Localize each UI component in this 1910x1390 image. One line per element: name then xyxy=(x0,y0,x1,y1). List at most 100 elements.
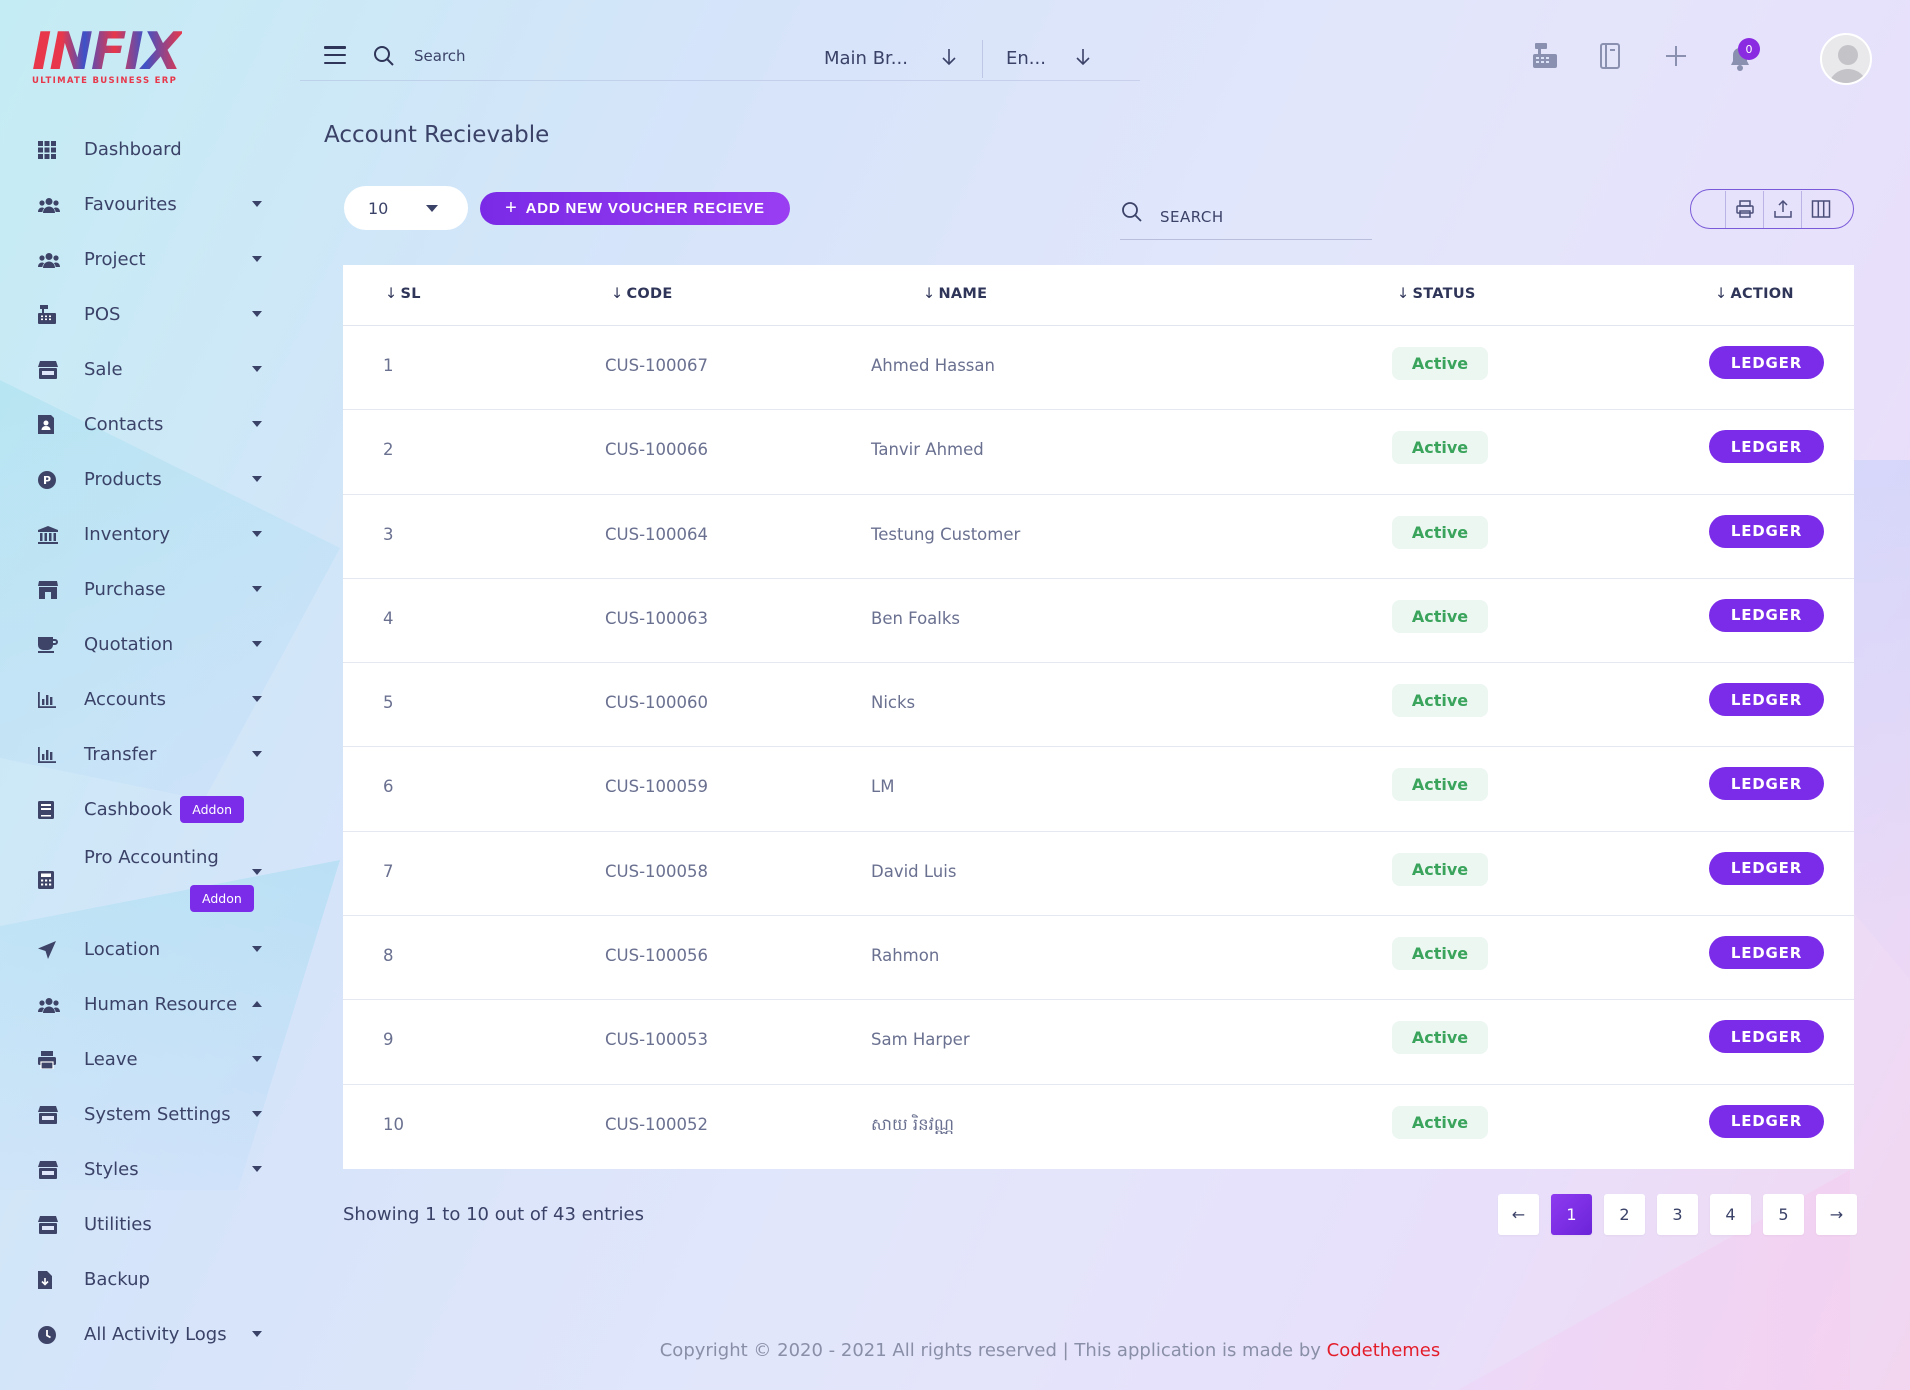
app-logo[interactable]: INFIX ULTIMATE BUSINESS ERP xyxy=(32,26,182,92)
caret-down-icon[interactable] xyxy=(252,1111,262,1117)
caret-down-icon[interactable] xyxy=(252,366,262,372)
product-circle-icon: P xyxy=(38,470,66,490)
page-button-1[interactable]: 1 xyxy=(1551,1194,1592,1235)
prev-page-button[interactable]: ← xyxy=(1498,1194,1539,1235)
column-header-action[interactable]: ↓ ACTION xyxy=(1715,286,1794,302)
ledger-button[interactable]: LEDGER xyxy=(1709,936,1824,970)
sidebar-item-products[interactable]: P Products xyxy=(38,452,278,507)
branch-selector[interactable]: Main Br... xyxy=(824,48,908,69)
caret-down-icon[interactable] xyxy=(252,1056,262,1062)
ledger-button[interactable]: LEDGER xyxy=(1709,346,1824,379)
sidebar-item-all-activity-logs[interactable]: All Activity Logs xyxy=(38,1307,278,1362)
arrow-down-icon[interactable] xyxy=(942,48,956,66)
sidebar-item-pos[interactable]: POS xyxy=(38,287,278,342)
table-search-input[interactable]: SEARCH xyxy=(1120,196,1372,240)
cell-code: CUS-100067 xyxy=(605,356,709,375)
sidebar-item-transfer[interactable]: Transfer xyxy=(38,727,278,782)
caret-down-icon[interactable] xyxy=(252,1166,262,1172)
ledger-button[interactable]: LEDGER xyxy=(1709,514,1824,548)
cell-name: Tanvir Ahmed xyxy=(871,440,984,460)
sidebar-item-favourites[interactable]: Favourites xyxy=(38,177,278,232)
column-header-code[interactable]: ↓ CODE xyxy=(611,286,673,302)
sidebar-item-dashboard[interactable]: Dashboard xyxy=(38,122,278,177)
add-voucher-button[interactable]: + ADD NEW VOUCHER RECIEVE xyxy=(480,192,790,225)
columns-button[interactable] xyxy=(1801,190,1839,228)
cell-sl: 6 xyxy=(383,777,394,797)
caret-down-icon[interactable] xyxy=(252,311,262,317)
header-search-input[interactable]: Search xyxy=(414,47,466,65)
sidebar-item-label: All Activity Logs xyxy=(84,1324,227,1345)
ledger-button[interactable]: LEDGER xyxy=(1709,767,1824,801)
cell-sl: 3 xyxy=(383,524,394,544)
cash-register-icon[interactable] xyxy=(1532,42,1558,70)
export-button[interactable] xyxy=(1763,190,1801,228)
cell-name: សាយ រិនវណ្ណ xyxy=(871,1114,954,1134)
sidebar-item-label: Leave xyxy=(84,1049,138,1070)
search-icon[interactable] xyxy=(372,44,396,68)
sidebar-item-label: Transfer xyxy=(84,744,157,765)
print-button[interactable] xyxy=(1725,190,1763,228)
cell-name: Ben Foalks xyxy=(871,608,961,628)
ledger-button[interactable]: LEDGER xyxy=(1709,683,1824,717)
page-button-3[interactable]: 3 xyxy=(1657,1194,1698,1235)
sidebar-item-inventory[interactable]: Inventory xyxy=(38,507,278,562)
logo-wordmark: INFIX xyxy=(32,26,182,78)
status-badge: Active xyxy=(1392,852,1488,886)
sidebar-item-utilities[interactable]: Utilities xyxy=(38,1197,278,1252)
sidebar-item-system-settings[interactable]: System Settings xyxy=(38,1087,278,1142)
bank-icon xyxy=(38,525,66,545)
column-header-name[interactable]: ↓ NAME xyxy=(923,286,988,302)
sidebar-item-styles[interactable]: Styles xyxy=(38,1142,278,1197)
caret-down-icon[interactable] xyxy=(252,1331,262,1337)
menu-toggle-icon[interactable] xyxy=(324,46,346,64)
caret-down-icon[interactable] xyxy=(252,586,262,592)
status-badge: Active xyxy=(1392,431,1488,465)
sidebar-item-leave[interactable]: Leave xyxy=(38,1032,278,1087)
caret-down-icon[interactable] xyxy=(252,256,262,262)
notebook-icon[interactable] xyxy=(1598,42,1622,70)
caret-down-icon[interactable] xyxy=(252,531,262,537)
sort-arrow-icon: ↓ xyxy=(611,286,624,302)
column-header-status[interactable]: ↓ STATUS xyxy=(1397,286,1476,302)
page-button-2[interactable]: 2 xyxy=(1604,1194,1645,1235)
arrow-down-icon[interactable] xyxy=(1076,48,1090,66)
per-page-select[interactable]: 10 xyxy=(344,186,468,230)
ledger-button[interactable]: LEDGER xyxy=(1709,598,1824,632)
caret-up-icon[interactable] xyxy=(252,1001,262,1007)
sidebar-item-location[interactable]: Location xyxy=(38,922,278,977)
cell-name: Nicks xyxy=(871,693,916,713)
sidebar-item-pro-accounting[interactable]: Pro Accounting Addon xyxy=(38,837,278,922)
caret-down-icon[interactable] xyxy=(252,751,262,757)
sidebar-item-label: Inventory xyxy=(84,524,170,545)
sidebar-item-purchase[interactable]: Purchase xyxy=(38,562,278,617)
sidebar-item-cashbook[interactable]: Cashbook Addon xyxy=(38,782,278,837)
ledger-button[interactable]: LEDGER xyxy=(1709,1020,1824,1054)
caret-down-icon[interactable] xyxy=(252,641,262,647)
sidebar-item-human-resource[interactable]: Human Resource xyxy=(38,977,278,1032)
language-selector[interactable]: En... xyxy=(1006,48,1046,69)
ledger-button[interactable]: LEDGER xyxy=(1709,851,1824,885)
sidebar-item-label: Sale xyxy=(84,359,123,380)
plus-icon[interactable] xyxy=(1664,44,1688,68)
sidebar-item-accounts[interactable]: Accounts xyxy=(38,672,278,727)
ledger-button[interactable]: LEDGER xyxy=(1709,430,1824,464)
avatar[interactable] xyxy=(1820,33,1872,85)
page-button-4[interactable]: 4 xyxy=(1710,1194,1751,1235)
caret-down-icon[interactable] xyxy=(252,201,262,207)
page-button-5[interactable]: 5 xyxy=(1763,1194,1804,1235)
sidebar-item-quotation[interactable]: Quotation xyxy=(38,617,278,672)
sidebar-item-sale[interactable]: Sale xyxy=(38,342,278,397)
sidebar-item-project[interactable]: Project xyxy=(38,232,278,287)
ledger-button[interactable]: LEDGER xyxy=(1709,1104,1824,1138)
caret-down-icon[interactable] xyxy=(252,869,262,875)
caret-down-icon[interactable] xyxy=(252,696,262,702)
caret-down-icon[interactable] xyxy=(252,421,262,427)
caret-down-icon xyxy=(426,205,438,212)
caret-down-icon[interactable] xyxy=(252,946,262,952)
caret-down-icon[interactable] xyxy=(252,476,262,482)
sidebar-item-backup[interactable]: Backup xyxy=(38,1252,278,1307)
sidebar-item-contacts[interactable]: Contacts xyxy=(38,397,278,452)
column-header-sl[interactable]: ↓ SL xyxy=(385,286,421,302)
next-page-button[interactable]: → xyxy=(1816,1194,1857,1235)
brand-link[interactable]: Codethemes xyxy=(1326,1340,1441,1361)
